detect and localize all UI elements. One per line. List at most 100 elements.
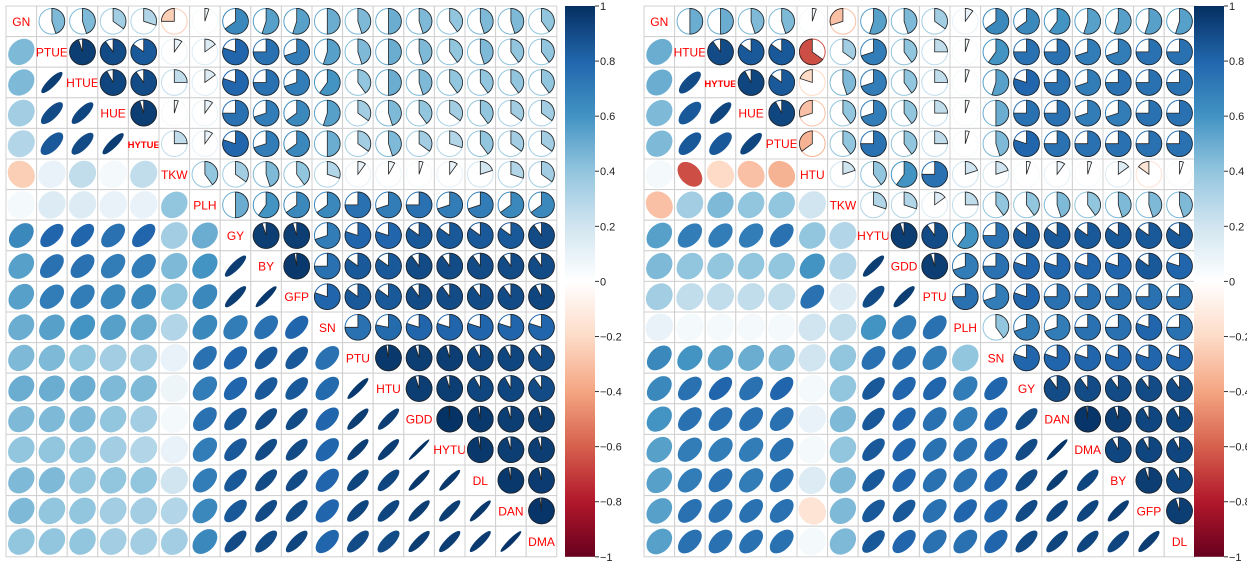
pie-wedge xyxy=(1166,69,1193,96)
correlation-cell xyxy=(674,219,706,252)
pie-wedge xyxy=(479,69,494,94)
diagonal-cell: HYTU xyxy=(433,433,466,466)
correlation-ellipse xyxy=(1015,469,1038,492)
correlation-ellipse xyxy=(100,253,126,279)
correlation-cell xyxy=(1071,66,1104,99)
correlation-cell xyxy=(765,66,798,99)
correlation-ellipse xyxy=(70,223,95,248)
variable-label: HYTUE xyxy=(704,79,736,90)
correlation-ellipse xyxy=(676,313,704,342)
correlation-cell xyxy=(735,372,767,405)
correlation-cell xyxy=(1071,127,1104,160)
pie-wedge xyxy=(995,314,1010,339)
correlation-ellipse xyxy=(922,345,947,371)
correlation-ellipse xyxy=(8,497,35,525)
correlation-cell xyxy=(643,280,676,313)
correlation-cell xyxy=(1071,5,1104,38)
pie-wedge xyxy=(1013,283,1040,310)
correlation-cell xyxy=(280,158,313,191)
correlation-ellipse xyxy=(829,282,857,311)
correlation-cell xyxy=(250,280,282,313)
correlation-cell xyxy=(949,127,982,160)
correlation-cell xyxy=(280,433,313,466)
correlation-cell xyxy=(403,495,435,527)
pie-wedge xyxy=(497,405,525,433)
correlation-cell xyxy=(280,127,313,160)
correlation-ellipse xyxy=(7,99,35,127)
correlation-ellipse xyxy=(8,38,35,66)
correlation-ellipse xyxy=(677,498,702,523)
diagonal-cell: DAN xyxy=(1041,403,1073,435)
correlation-cell xyxy=(5,250,38,282)
pie-wedge xyxy=(1026,161,1031,175)
correlation-cell xyxy=(5,525,38,558)
correlation-cell xyxy=(765,97,798,129)
correlation-cell xyxy=(827,311,859,344)
pie-wedge xyxy=(1013,222,1040,249)
correlation-cell xyxy=(1010,525,1043,558)
pie-wedge xyxy=(449,99,463,122)
diagonal-cell: PTU xyxy=(342,342,374,374)
correlation-cell xyxy=(1102,495,1135,527)
pie-wedge xyxy=(934,38,948,53)
correlation-ellipse xyxy=(160,528,188,555)
correlation-ellipse xyxy=(377,408,400,430)
correlation-cell xyxy=(36,280,68,313)
correlation-cell xyxy=(280,66,313,99)
correlation-cell xyxy=(1010,5,1043,38)
correlation-cell xyxy=(464,525,497,558)
correlation-ellipse xyxy=(285,315,309,339)
cell-grid xyxy=(525,525,558,558)
correlation-ellipse xyxy=(285,408,308,431)
pie-wedge xyxy=(99,38,127,66)
correlation-cell xyxy=(1010,495,1043,527)
pie-wedge xyxy=(1105,436,1132,463)
correlation-ellipse xyxy=(678,101,702,125)
correlation-cell xyxy=(525,311,558,344)
correlation-cell xyxy=(36,372,68,405)
pie-wedge xyxy=(903,191,918,210)
correlation-cell xyxy=(1010,189,1043,221)
correlation-ellipse xyxy=(439,469,461,491)
correlation-ellipse xyxy=(829,252,857,280)
correlation-cell xyxy=(342,66,374,99)
correlation-ellipse xyxy=(798,435,827,464)
correlation-cell xyxy=(189,311,221,344)
diagonal-cell: GFP xyxy=(280,280,313,313)
correlation-ellipse xyxy=(192,407,217,432)
correlation-cell xyxy=(433,280,466,313)
correlation-cell xyxy=(464,403,497,435)
pie-wedge xyxy=(285,130,310,157)
correlation-cell xyxy=(674,97,706,129)
correlation-cell xyxy=(980,36,1012,68)
pie-wedge xyxy=(811,8,817,22)
correlation-cell xyxy=(827,250,859,282)
correlation-ellipse xyxy=(953,529,978,554)
correlation-cell xyxy=(1163,433,1196,466)
correlation-ellipse xyxy=(645,160,674,189)
pie-wedge xyxy=(326,130,341,157)
correlation-ellipse xyxy=(160,313,188,341)
correlation-ellipse xyxy=(862,255,885,277)
correlation-ellipse xyxy=(798,466,827,495)
pie-wedge xyxy=(235,161,249,183)
pie-wedge xyxy=(528,344,555,372)
correlation-ellipse xyxy=(678,71,701,94)
correlation-cell xyxy=(219,403,252,435)
pie-wedge xyxy=(467,283,494,310)
correlation-cell xyxy=(643,66,676,99)
correlation-ellipse xyxy=(254,346,278,370)
pie-wedge xyxy=(995,161,1009,175)
correlation-cell xyxy=(735,525,767,558)
pie-wedge xyxy=(497,467,525,494)
correlation-ellipse xyxy=(798,313,826,341)
cell-grid xyxy=(127,127,160,160)
correlation-cell xyxy=(796,250,829,282)
pie-wedge xyxy=(1105,283,1132,310)
correlation-cell xyxy=(97,433,129,466)
correlation-cell xyxy=(765,495,798,527)
correlation-cell xyxy=(918,342,951,374)
correlation-cell xyxy=(250,158,282,191)
correlation-cell xyxy=(704,158,737,191)
correlation-cell xyxy=(857,280,890,313)
